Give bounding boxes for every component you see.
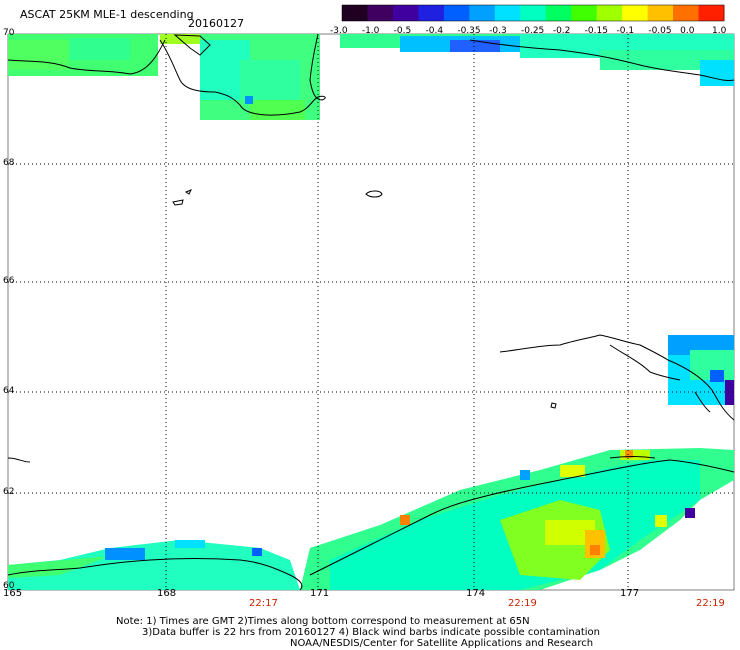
colorbar-swatch <box>647 5 674 21</box>
colorbar-tick-label: -0.35 <box>457 26 481 36</box>
colorbar-tick-label: -0.25 <box>521 26 545 36</box>
wind-data-swaths <box>8 34 734 590</box>
colorbar-tick-label: -3.0 <box>330 26 348 36</box>
lat-label: 68 <box>3 158 15 168</box>
colorbar-tick-label: -0.15 <box>584 26 608 36</box>
time-label: 22:19 <box>508 598 537 609</box>
lat-label: 70 <box>3 28 15 38</box>
credit-line: NOAA/NESDIS/Center for Satellite Applica… <box>290 638 594 649</box>
colorbar-tick-label: -0.2 <box>552 26 571 36</box>
colorbar-swatch <box>469 5 496 21</box>
colorbar-tick-label: -0.5 <box>393 26 412 36</box>
colorbar-swatch <box>418 5 445 21</box>
lat-label: 64 <box>3 386 15 396</box>
lat-label: 66 <box>3 276 15 286</box>
colorbar-tick-label: -0.3 <box>489 26 507 36</box>
note-line-1: Note: 1) Times are GMT 2)Times along bot… <box>116 616 530 627</box>
colorbar-swatch <box>494 5 521 21</box>
colorbar-swatch <box>673 5 700 21</box>
product-title: ASCAT 25KM MLE-1 descending <box>20 8 194 21</box>
note-line-2: 3)Data buffer is 22 hrs from 20160127 4)… <box>142 627 600 638</box>
colorbar-swatch <box>596 5 623 21</box>
colorbar-tick-label: -1.0 <box>361 26 380 36</box>
lon-label: 165 <box>3 588 23 599</box>
colorbar <box>341 4 725 22</box>
lon-label: 174 <box>466 588 486 599</box>
colorbar-swatch <box>622 5 649 21</box>
colorbar-tick-label: -0.4 <box>425 26 444 36</box>
lon-label: 177 <box>620 588 640 599</box>
colorbar-tick-label: 1.0 <box>712 26 727 36</box>
colorbar-swatch <box>698 5 725 21</box>
lat-label: 60 <box>3 581 15 591</box>
graticule <box>8 34 734 590</box>
colorbar-swatch <box>367 5 394 21</box>
colorbar-swatch <box>443 5 470 21</box>
colorbar-swatch <box>571 5 598 21</box>
product-date: 20160127 <box>188 17 244 30</box>
coastlines <box>7 33 735 591</box>
colorbar-swatch <box>342 5 368 21</box>
colorbar-tick-label: -0.05 <box>648 26 672 36</box>
colorbar-swatch <box>520 5 547 21</box>
lat-label: 62 <box>3 487 15 497</box>
colorbar-tick-label: 0.0 <box>680 26 695 36</box>
lon-label: 171 <box>310 588 330 599</box>
time-label: 22:19 <box>696 598 725 609</box>
colorbar-swatch <box>392 5 419 21</box>
time-label: 22:17 <box>249 598 278 609</box>
colorbar-tick-label: -0.1 <box>616 26 635 36</box>
colorbar-swatch <box>545 5 572 21</box>
lon-label: 168 <box>157 588 177 599</box>
